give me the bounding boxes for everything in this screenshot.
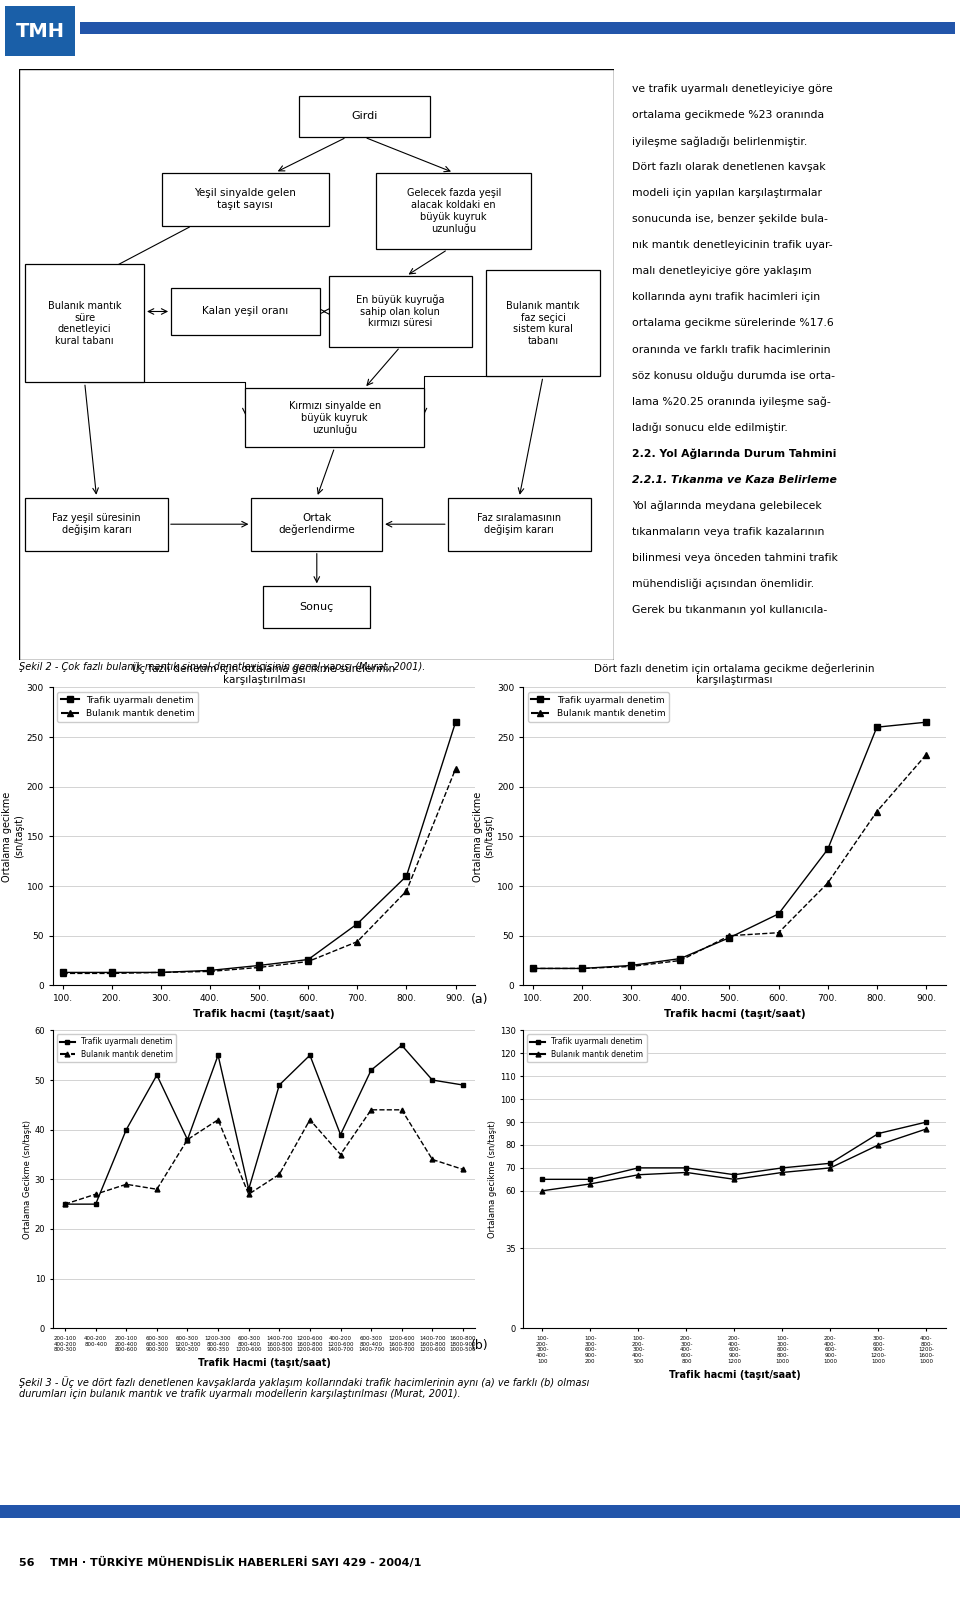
Text: tıkanmaların veya trafik kazalarının: tıkanmaların veya trafik kazalarının	[632, 526, 825, 536]
Text: 2.2. Yol Ağlarında Durum Tahmini: 2.2. Yol Ağlarında Durum Tahmini	[632, 449, 836, 459]
FancyBboxPatch shape	[328, 275, 471, 346]
Legend: Trafik uyarmalı denetim, Bulanık mantık denetim: Trafik uyarmalı denetim, Bulanık mantık …	[57, 1034, 176, 1063]
Text: Sonuç: Sonuç	[300, 602, 334, 612]
Bar	[0, 1505, 960, 1518]
Text: modeli için yapılan karşılaştırmalar: modeli için yapılan karşılaştırmalar	[632, 188, 822, 198]
FancyBboxPatch shape	[376, 172, 531, 250]
Text: Faz sıralamasının
değişim kararı: Faz sıralamasının değişim kararı	[477, 514, 562, 535]
Text: ortalama gecikmede %23 oranında: ortalama gecikmede %23 oranında	[632, 109, 824, 121]
Text: TMH: TMH	[15, 21, 64, 40]
Text: oranında ve farklı trafik hacimlerinin: oranında ve farklı trafik hacimlerinin	[632, 345, 830, 354]
Legend: Trafik uyarmalı denetim, Bulanık mantık denetim: Trafik uyarmalı denetim, Bulanık mantık …	[58, 692, 199, 721]
Bar	[5, 6, 75, 56]
Text: mühendisliği açısından önemlidir.: mühendisliği açısından önemlidir.	[632, 580, 814, 589]
FancyBboxPatch shape	[487, 270, 599, 377]
Y-axis label: Ortalama gecikme
(sn/taşıt): Ortalama gecikme (sn/taşıt)	[2, 791, 24, 882]
Text: nık mantık denetleyicinin trafik uyar-: nık mantık denetleyicinin trafik uyar-	[632, 240, 832, 250]
Text: Kırmızı sinyalde en
büyük kuyruk
uzunluğu: Kırmızı sinyalde en büyük kuyruk uzunluğ…	[289, 401, 381, 435]
Title: Üç fazlı denetim için ortalama gecikme sürelerinin
karşılaştırılması: Üç fazlı denetim için ortalama gecikme s…	[132, 662, 396, 686]
Text: Yeşil sinyalde gelen
taşıt sayısı: Yeşil sinyalde gelen taşıt sayısı	[195, 188, 297, 209]
Text: kollarında aynı trafik hacimleri için: kollarında aynı trafik hacimleri için	[632, 293, 820, 303]
FancyBboxPatch shape	[25, 497, 168, 551]
Text: (a): (a)	[471, 992, 489, 1006]
Text: Yol ağlarında meydana gelebilecek: Yol ağlarında meydana gelebilecek	[632, 501, 822, 512]
Text: bilinmesi veya önceden tahmini trafik: bilinmesi veya önceden tahmini trafik	[632, 552, 838, 563]
Text: 2.2.1. Tıkanma ve Kaza Belirleme: 2.2.1. Tıkanma ve Kaza Belirleme	[632, 475, 837, 485]
Text: sonucunda ise, benzer şekilde bula-: sonucunda ise, benzer şekilde bula-	[632, 214, 828, 224]
Text: En büyük kuyruğa
sahip olan kolun
kırmızı süresi: En büyük kuyruğa sahip olan kolun kırmız…	[356, 295, 444, 328]
Text: (b): (b)	[471, 1340, 489, 1352]
Text: Bulanık mantık
süre
denetleyici
kural tabanı: Bulanık mantık süre denetleyici kural ta…	[48, 301, 121, 346]
X-axis label: Trafik hacmi (taşıt/saat): Trafik hacmi (taşıt/saat)	[193, 1009, 335, 1019]
FancyBboxPatch shape	[299, 97, 430, 137]
Text: lama %20.25 oranında iyileşme sağ-: lama %20.25 oranında iyileşme sağ-	[632, 396, 830, 407]
Text: Şekil 3 - Üç ve dört fazlı denetlenen kavşaklarda yaklaşım kollarındaki trafik h: Şekil 3 - Üç ve dört fazlı denetlenen ka…	[19, 1375, 589, 1399]
FancyBboxPatch shape	[252, 497, 382, 551]
Text: söz konusu olduğu durumda ise orta-: söz konusu olduğu durumda ise orta-	[632, 370, 835, 382]
Title: Dört fazlı denetim için ortalama gecikme değerlerinin
karşılaştırması: Dört fazlı denetim için ortalama gecikme…	[594, 663, 875, 686]
FancyBboxPatch shape	[246, 388, 424, 448]
X-axis label: Trafik Hacmi (taşıt/saat): Trafik Hacmi (taşıt/saat)	[198, 1359, 330, 1368]
Text: ve trafik uyarmalı denetleyiciye göre: ve trafik uyarmalı denetleyiciye göre	[632, 84, 832, 93]
Y-axis label: Ortalama Gecikme (sn/taşıt): Ortalama Gecikme (sn/taşıt)	[23, 1121, 32, 1238]
Text: malı denetleyiciye göre yaklaşım: malı denetleyiciye göre yaklaşım	[632, 266, 811, 277]
Legend: Trafik uyarmalı denetim, Bulanık mantık denetim: Trafik uyarmalı denetim, Bulanık mantık …	[528, 692, 669, 721]
Text: Girdi: Girdi	[351, 111, 377, 121]
Text: 56    TMH · TÜRKİYE MÜHENDİSLİK HABERLERİ SAYI 429 - 2004/1: 56 TMH · TÜRKİYE MÜHENDİSLİK HABERLERİ S…	[19, 1557, 421, 1568]
FancyBboxPatch shape	[162, 172, 328, 225]
Text: Gerek bu tıkanmanın yol kullanıcıla-: Gerek bu tıkanmanın yol kullanıcıla-	[632, 605, 828, 615]
FancyBboxPatch shape	[263, 586, 371, 628]
Text: ladığı sonucu elde edilmiştir.: ladığı sonucu elde edilmiştir.	[632, 423, 788, 433]
FancyBboxPatch shape	[25, 264, 144, 383]
Text: Dört fazlı olarak denetlenen kavşak: Dört fazlı olarak denetlenen kavşak	[632, 163, 826, 172]
Text: Ortak
değerlendirme: Ortak değerlendirme	[278, 514, 355, 535]
X-axis label: Trafik hacmi (taşıt/saat): Trafik hacmi (taşıt/saat)	[668, 1370, 801, 1380]
Text: iyileşme sağladığı belirlenmiştir.: iyileşme sağladığı belirlenmiştir.	[632, 137, 807, 147]
Y-axis label: Ortalama gecikme
(sn/taşıt): Ortalama gecikme (sn/taşıt)	[472, 791, 494, 882]
Legend: Trafik uyarmalı denetim, Bulanık mantık denetim: Trafik uyarmalı denetim, Bulanık mantık …	[527, 1034, 646, 1063]
Text: Şekil 2 - Çok fazlı bulanık mantık sinyal denetleyicisinin genel yapısı (Murat, : Şekil 2 - Çok fazlı bulanık mantık sinya…	[19, 662, 425, 673]
FancyBboxPatch shape	[171, 288, 320, 335]
Y-axis label: Ortalama gecikme (sn/taşıt): Ortalama gecikme (sn/taşıt)	[488, 1121, 497, 1238]
Text: ortalama gecikme sürelerinde %17.6: ortalama gecikme sürelerinde %17.6	[632, 319, 833, 328]
Text: Bulanık mantık
faz seçici
sistem kural
tabanı: Bulanık mantık faz seçici sistem kural t…	[506, 301, 580, 346]
Bar	[80, 23, 955, 34]
Text: Gelecek fazda yeşil
alacak koldaki en
büyük kuyruk
uzunluğu: Gelecek fazda yeşil alacak koldaki en bü…	[406, 188, 501, 233]
Text: Kalan yeşil oranı: Kalan yeşil oranı	[203, 306, 289, 317]
X-axis label: Trafik hacmi (taşıt/saat): Trafik hacmi (taşıt/saat)	[663, 1009, 805, 1019]
FancyBboxPatch shape	[447, 497, 590, 551]
Text: Faz yeşil süresinin
değişim kararı: Faz yeşil süresinin değişim kararı	[52, 514, 141, 535]
